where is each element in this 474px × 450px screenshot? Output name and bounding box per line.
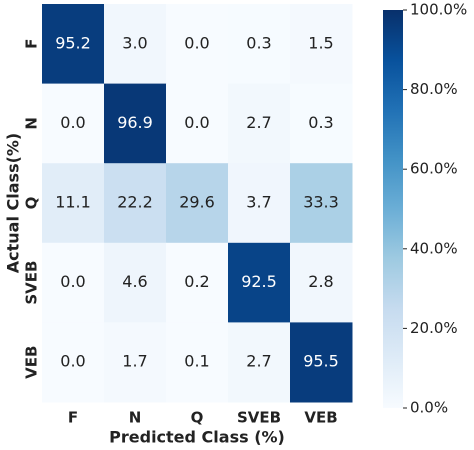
heatmap-cell [166, 322, 229, 403]
cell-label: 0.1 [184, 352, 209, 371]
y-axis-label: Actual Class(%) [4, 133, 23, 273]
cell-label: 0.0 [60, 272, 85, 291]
cell-label: 0.0 [184, 33, 209, 52]
x-tick-label: VEB [304, 409, 337, 427]
heatmap-cell [104, 4, 167, 85]
heatmap-cell [166, 83, 229, 164]
heatmap-cell [42, 83, 105, 164]
cell-label: 92.5 [241, 272, 277, 291]
x-tick-label: N [129, 409, 142, 427]
colorbar-tick-label: 60.0% [410, 160, 458, 178]
colorbar-tick-label: 100.0% [410, 1, 467, 19]
heatmap-cell [42, 322, 105, 403]
x-axis-label: Predicted Class (%) [109, 428, 285, 447]
heatmap-cell [228, 242, 291, 323]
cell-label: 0.2 [184, 272, 209, 291]
cell-label: 4.6 [122, 272, 147, 291]
cell-label: 33.3 [303, 193, 339, 212]
y-tick-label: Q [23, 197, 41, 210]
cell-label: 96.9 [117, 113, 153, 132]
cell-label: 3.0 [122, 33, 147, 52]
heatmap-cell [104, 322, 167, 403]
y-tick-label: F [23, 39, 41, 49]
heatmap-cell [290, 163, 353, 244]
heatmap-cell [104, 242, 167, 323]
heatmap-cell [166, 4, 229, 85]
cell-label: 1.5 [308, 33, 333, 52]
heatmap-cell [166, 242, 229, 323]
cell-label: 22.2 [117, 193, 153, 212]
heatmap-cell [290, 83, 353, 164]
heatmap-cell [42, 163, 105, 244]
cell-label: 2.8 [308, 272, 333, 291]
colorbar-tick-label: 80.0% [410, 80, 458, 98]
cell-label: 0.0 [60, 352, 85, 371]
cell-label: 0.3 [308, 113, 333, 132]
cell-label: 29.6 [179, 193, 215, 212]
x-tick-label: F [68, 409, 78, 427]
x-tick-label: Q [191, 409, 204, 427]
heatmap-cell [290, 242, 353, 323]
x-tick-label: SVEB [237, 409, 281, 427]
cell-label: 3.7 [246, 193, 271, 212]
cell-label: 0.0 [60, 113, 85, 132]
y-tick-label: N [23, 117, 41, 130]
cell-label: 2.7 [246, 113, 271, 132]
cell-label: 95.5 [303, 352, 339, 371]
colorbar [383, 10, 403, 408]
heatmap-cell [290, 4, 353, 85]
heatmap-cell [228, 322, 291, 403]
heatmap-cell [228, 163, 291, 244]
heatmap-cell [166, 163, 229, 244]
y-tick-label: VEB [23, 346, 41, 379]
cell-label: 0.3 [246, 33, 271, 52]
heatmap-cell [104, 163, 167, 244]
cell-label: 2.7 [246, 352, 271, 371]
colorbar-tick-label: 20.0% [410, 319, 458, 337]
heatmap-cell [104, 83, 167, 164]
colorbar-tick-label: 40.0% [410, 239, 458, 257]
heatmap-cell [228, 83, 291, 164]
heatmap-cell [290, 322, 353, 403]
cell-label: 1.7 [122, 352, 147, 371]
heatmap-cell [228, 4, 291, 85]
colorbar-tick-label: 0.0% [410, 399, 448, 417]
y-tick-label: SVEB [23, 261, 41, 305]
heatmap-cell [42, 242, 105, 323]
heatmap-cell [42, 4, 105, 85]
cell-label: 11.1 [55, 193, 91, 212]
cell-label: 95.2 [55, 33, 91, 52]
cell-label: 0.0 [184, 113, 209, 132]
